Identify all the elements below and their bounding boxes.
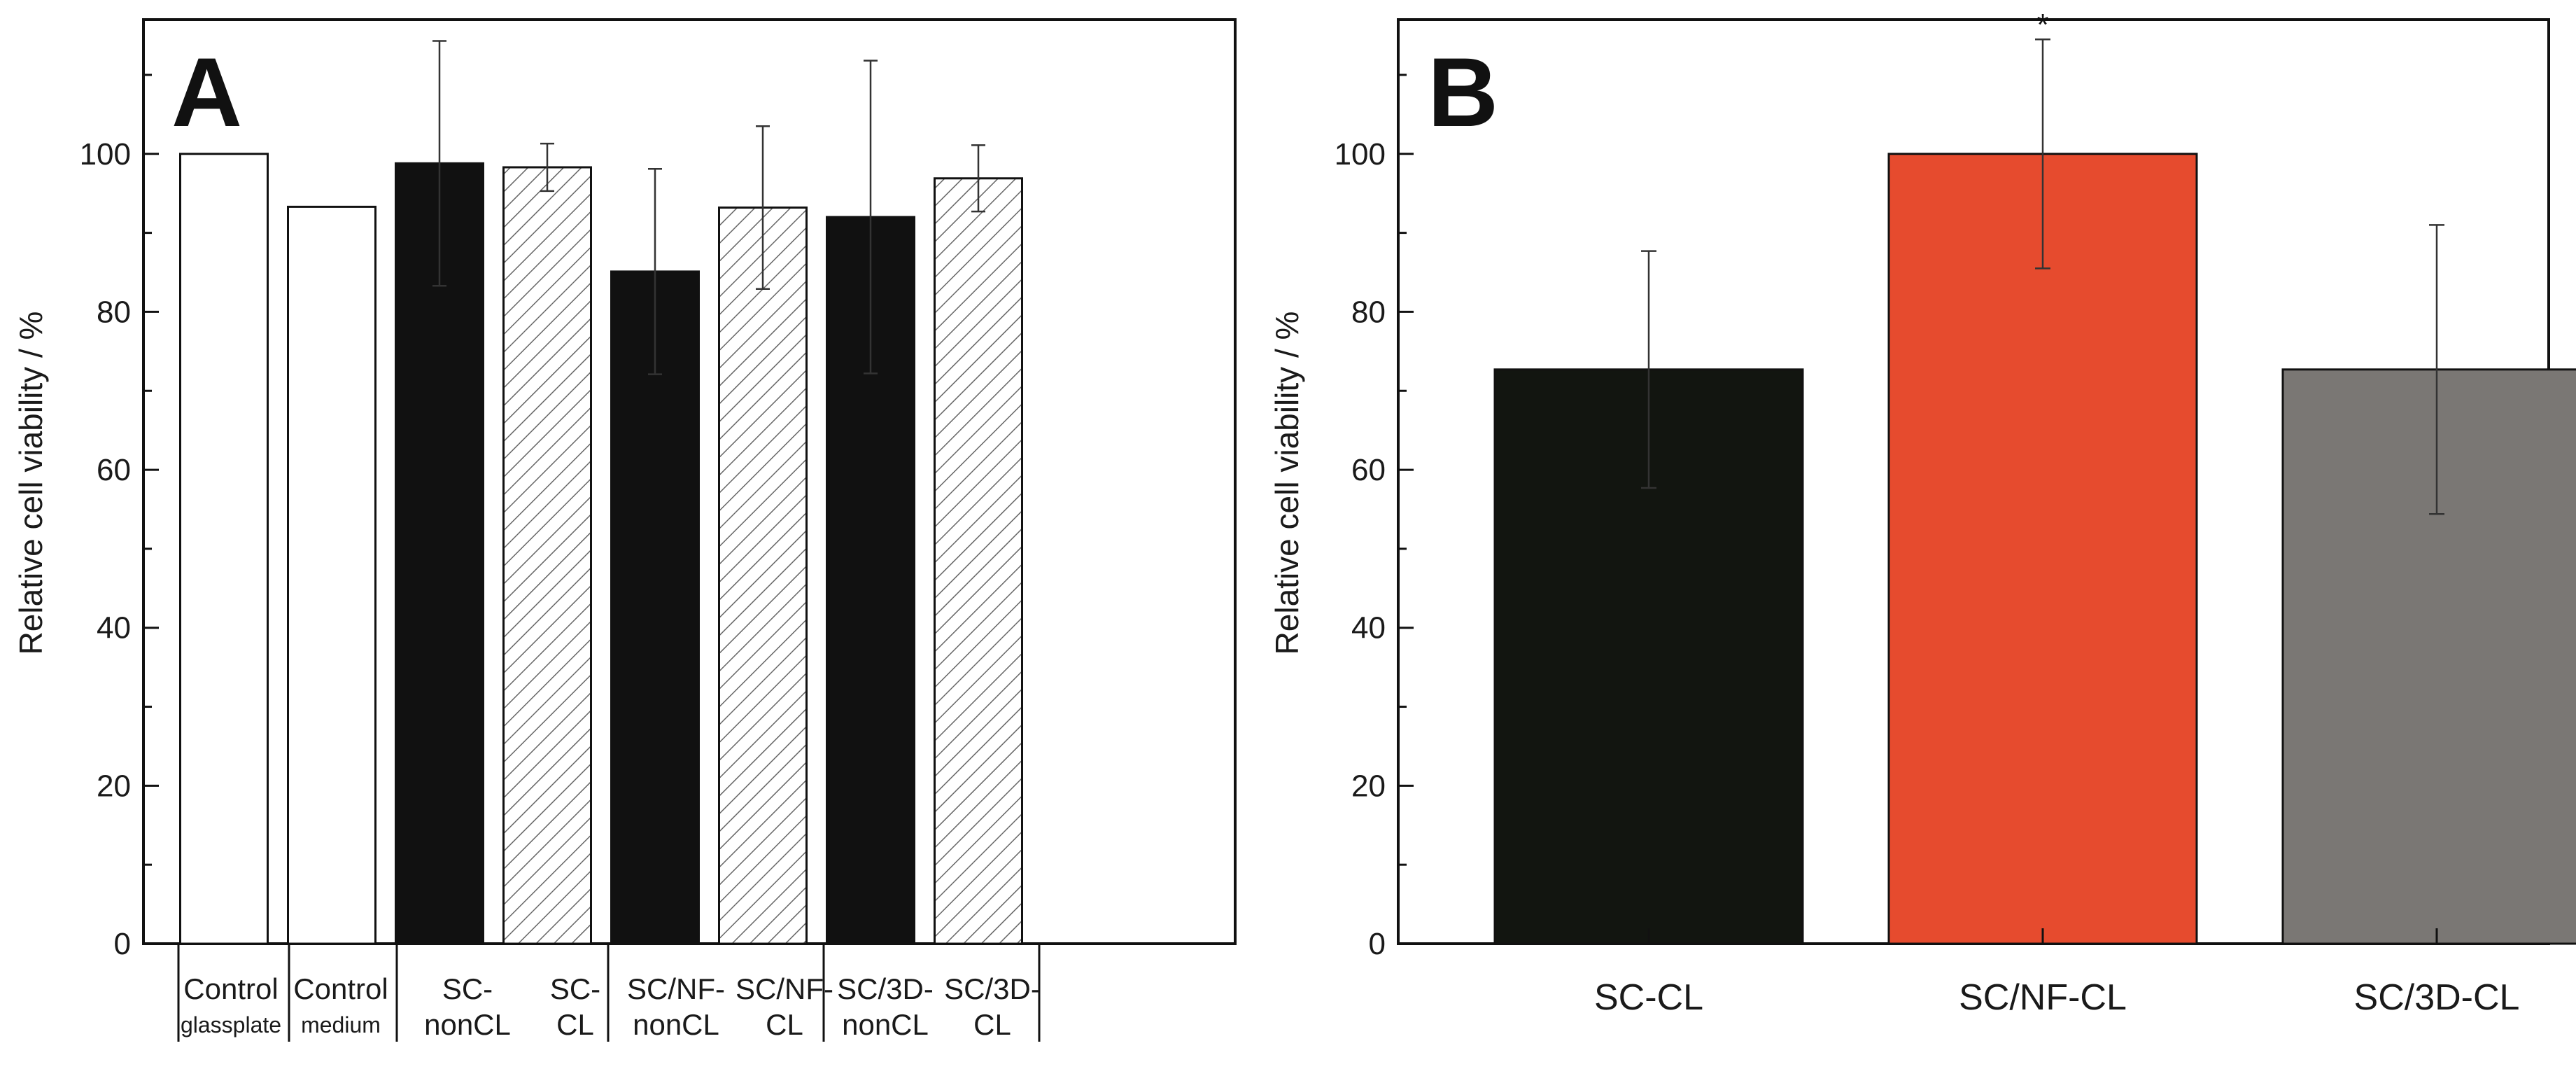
panel-b-label: B <box>1428 37 1498 147</box>
panel-a-category-label-line2: glassplate <box>181 1012 281 1037</box>
panel-b-ytick-label: 0 <box>1369 927 1386 961</box>
panel-a-category-label-line1: Control <box>183 972 278 1005</box>
panel-b-y-axis: 0 20 40 60 80 100 <box>1335 74 1414 961</box>
panel-a-bars <box>179 40 1023 945</box>
panel-a-ytick-label: 60 <box>97 453 131 487</box>
panel-a-ytick-label: 20 <box>97 769 131 803</box>
panel-a-y-axis: 0 20 40 60 80 100 <box>80 74 159 961</box>
panel-a-ylabel: Relative cell viability / % <box>13 312 49 655</box>
panel-b-category-label: SC-CL <box>1594 977 1703 1018</box>
panel-b-category-label: SC/NF-CL <box>1959 977 2127 1018</box>
panel-b-chart: B Relative cell viability / % 0 20 40 60 80 1… <box>1269 8 2576 1018</box>
panel-b-bar <box>2281 368 2576 945</box>
panel-a-category-label-line1: SC/NF- <box>627 972 725 1005</box>
panel-a-category-label-line2: nonCL <box>424 1008 511 1041</box>
panel-a-ytick-label: 0 <box>114 927 131 961</box>
panel-a-bar <box>502 166 592 945</box>
panel-b-ytick-label: 100 <box>1335 137 1386 172</box>
panel-a-bar <box>718 207 808 945</box>
panel-b-significance-marker: * <box>2036 8 2048 42</box>
panel-a-category-label-line2: CL <box>556 1008 594 1041</box>
panel-b-ytick-label: 20 <box>1351 769 1386 803</box>
panel-a-bar <box>395 162 484 945</box>
panel-a-category-label-line1: SC/3D- <box>944 972 1041 1005</box>
panel-a-category-label-line2: CL <box>766 1008 803 1041</box>
panel-a-category-label-line1: SC/NF- <box>736 972 833 1005</box>
panel-a-category-label-line2: nonCL <box>842 1008 929 1041</box>
panel-a-category-label-line1: SC- <box>442 972 493 1005</box>
panel-a-category-label-line1: SC- <box>550 972 600 1005</box>
panel-b-ylabel: Relative cell viability / % <box>1269 312 1305 655</box>
panel-a-category-label-line2: medium <box>301 1012 381 1037</box>
panel-b-bar <box>1887 153 2198 945</box>
panel-a-bar <box>610 270 700 945</box>
panel-b-categories: SC-CL SC/NF-CL SC/3D-CL <box>1594 928 2519 1018</box>
panel-a-category-label-line2: nonCL <box>633 1008 719 1041</box>
panel-a-ytick-label: 40 <box>97 611 131 645</box>
panel-b-ytick-label: 40 <box>1351 611 1386 645</box>
panel-a-ytick-label: 100 <box>80 137 131 172</box>
panel-a-ytick-label: 80 <box>97 295 131 329</box>
panel-a-bar <box>179 153 269 945</box>
panel-a-category-label-line1: Control <box>293 972 388 1005</box>
panel-a-categories: ControlglassplateControlmediumSC-nonCLSC… <box>177 944 1041 1042</box>
panel-a-label: A <box>171 37 242 147</box>
panel-a-bar <box>934 177 1023 945</box>
panel-a-chart: A Relative cell viability / % 0 20 40 60 80 1… <box>13 18 1237 1042</box>
panel-b-bars: * <box>1493 8 2576 945</box>
panel-a-category-label-line2: CL <box>973 1008 1011 1041</box>
panel-b-ytick-label: 60 <box>1351 453 1386 487</box>
panel-a-bar <box>287 205 376 945</box>
panel-b-ytick-label: 80 <box>1351 295 1386 329</box>
panel-a-category-label-line1: SC/3D- <box>837 972 934 1005</box>
panel-b-category-label: SC/3D-CL <box>2354 977 2520 1018</box>
